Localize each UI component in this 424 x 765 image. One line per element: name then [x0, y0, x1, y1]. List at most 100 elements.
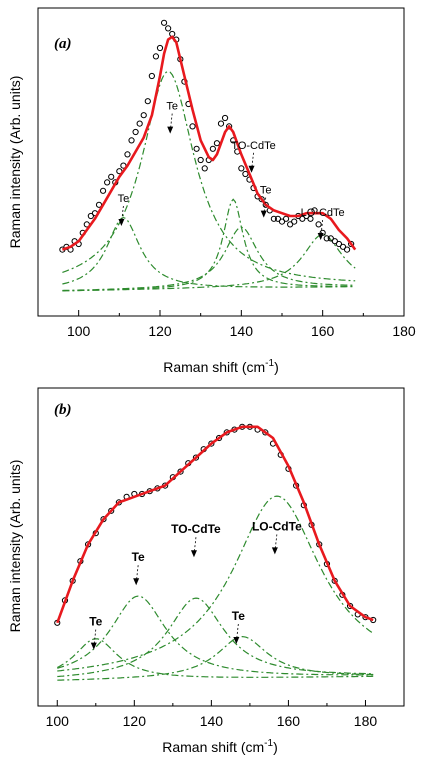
arrow-head — [133, 578, 140, 586]
fit-line — [56, 425, 374, 624]
panel-label-a: (a) — [54, 36, 72, 52]
fit-line — [61, 35, 357, 251]
data-point — [217, 120, 225, 127]
data-point — [148, 72, 155, 80]
annotation-arrow — [274, 534, 278, 553]
data-point — [104, 179, 111, 186]
data-point — [339, 243, 347, 250]
arrow-head — [260, 210, 267, 218]
data-point — [221, 114, 229, 122]
annotation-arrow — [320, 219, 324, 239]
data-point — [124, 151, 131, 158]
data-point — [140, 112, 147, 119]
data-point — [282, 215, 290, 222]
plot-frame-a — [37, 7, 405, 317]
data-point — [258, 196, 265, 203]
data-point — [335, 240, 343, 248]
data-point — [209, 145, 216, 152]
data-point — [319, 229, 326, 236]
x-tick-label: 160 — [311, 323, 335, 339]
peak-annotation: Te — [260, 185, 272, 197]
data-point — [160, 19, 168, 26]
x-tick-label: 140 — [230, 323, 254, 339]
arrow-head — [317, 233, 324, 240]
data-point — [315, 221, 322, 228]
x-tick-label: 180 — [392, 323, 416, 339]
annotation-arrow — [251, 152, 254, 171]
x-tick-label: 180 — [354, 713, 378, 729]
data-point — [197, 156, 204, 164]
data-point — [165, 25, 172, 32]
arrow-head — [271, 547, 278, 555]
x-axis-title-b: Raman shift (cm-1) — [162, 738, 278, 755]
peak-annotation: TO-CdTe — [171, 522, 221, 536]
data-point — [270, 215, 277, 222]
peak-annotation: Te — [118, 193, 130, 205]
data-point — [331, 238, 338, 245]
data-point — [208, 440, 215, 447]
x-tick-label: 140 — [200, 713, 224, 729]
x-tick-label: 100 — [46, 713, 70, 729]
data-point — [327, 235, 334, 242]
arrow-head — [90, 642, 97, 650]
data-point — [287, 221, 294, 228]
y-axis-title-b: Raman intensity (Arb. units) — [7, 460, 23, 633]
x-tick-label: 160 — [277, 713, 301, 729]
data-point — [307, 215, 314, 222]
annotation-arrow — [135, 565, 139, 584]
annotation-arrow — [93, 629, 97, 648]
data-point — [238, 165, 245, 172]
data-point — [99, 187, 107, 194]
data-point — [193, 145, 200, 152]
data-point — [262, 201, 269, 208]
data-point — [132, 128, 139, 136]
arrow-head — [167, 126, 174, 134]
data-point — [346, 602, 354, 610]
data-point — [100, 516, 107, 523]
x-axis-title-a: Raman shift (cm-1) — [163, 358, 279, 375]
chart-panel-b: (b) Te Te TO-CdTe LO-CdTe Te 100 120 140 160 180… — [7, 387, 405, 755]
arrow-head — [190, 550, 197, 558]
x-tick-label: 120 — [123, 713, 147, 729]
data-point — [278, 218, 286, 225]
data-point — [242, 170, 249, 178]
component-peak-curve — [62, 226, 356, 292]
data-point — [201, 165, 208, 172]
data-point — [226, 123, 233, 130]
data-point — [152, 53, 160, 60]
data-point — [262, 429, 269, 436]
arrow-head — [118, 219, 125, 226]
data-point — [274, 215, 282, 222]
peak-annotation: LO-CdTe — [252, 519, 302, 533]
y-axis-title-a: Raman intensity (Arb. units) — [7, 76, 23, 249]
component-peak-curve — [57, 638, 374, 678]
peak-annotation: TO-CdTe — [231, 140, 275, 152]
arrow-head — [233, 637, 240, 644]
panel-label-b: (b) — [54, 402, 72, 418]
peak-annotation: Te — [166, 101, 178, 113]
component-peak-curve — [62, 233, 356, 292]
data-point — [213, 140, 221, 147]
component-peak-curve — [57, 595, 374, 676]
annotation-arrow — [263, 197, 267, 216]
data-point — [128, 137, 135, 144]
component-peak-curve — [57, 635, 374, 681]
data-point — [192, 454, 200, 461]
data-point — [156, 44, 164, 52]
plot-frame-b — [37, 387, 405, 707]
data-point — [343, 246, 351, 253]
chart-panel-a: (a) Te Te TO-CdTe Te LO-CdTe 100 120 140 160 180… — [7, 7, 416, 375]
component-peak-curve — [57, 597, 374, 678]
data-point — [177, 468, 184, 475]
data-point — [291, 218, 298, 225]
data-point — [299, 215, 306, 222]
data-point — [108, 507, 115, 514]
annotation-arrow — [121, 205, 124, 225]
data-point — [108, 173, 115, 180]
data-point — [189, 123, 196, 130]
data-point — [323, 235, 330, 242]
x-tick-label: 100 — [67, 323, 91, 339]
peak-annotation: Te — [232, 609, 245, 623]
annotation-arrow — [193, 537, 197, 556]
